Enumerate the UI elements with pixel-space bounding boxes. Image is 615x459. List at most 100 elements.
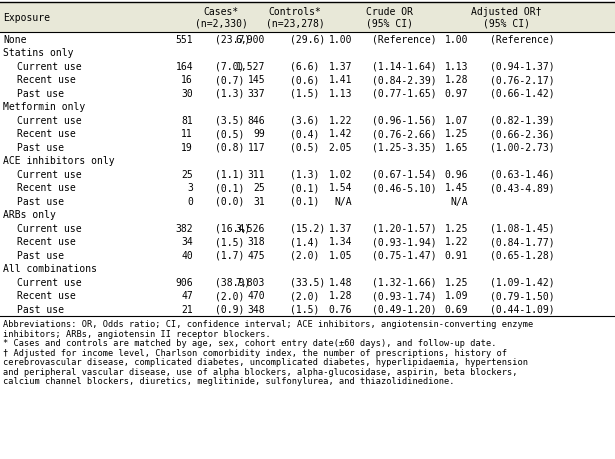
Text: (2.0): (2.0)	[215, 291, 244, 301]
Text: 1.54: 1.54	[328, 183, 352, 193]
Text: (38.9): (38.9)	[215, 277, 250, 287]
Text: Recent use: Recent use	[17, 75, 76, 85]
Text: (0.43-4.89): (0.43-4.89)	[490, 183, 555, 193]
Text: (1.5): (1.5)	[290, 304, 319, 314]
Text: (1.00-2.73): (1.00-2.73)	[490, 142, 555, 152]
Text: 2.05: 2.05	[328, 142, 352, 152]
Text: (0.82-1.39): (0.82-1.39)	[490, 116, 555, 125]
Text: (29.6): (29.6)	[290, 35, 325, 45]
Text: 475: 475	[247, 250, 265, 260]
Text: 1.42: 1.42	[328, 129, 352, 139]
Text: (0.4): (0.4)	[290, 129, 319, 139]
Text: Crude OR: Crude OR	[366, 7, 413, 17]
Bar	[0, 3, 615, 33]
Text: Past use: Past use	[17, 142, 64, 152]
Text: (0.44-1.09): (0.44-1.09)	[490, 304, 555, 314]
Text: Past use: Past use	[17, 89, 64, 99]
Text: 145: 145	[247, 75, 265, 85]
Text: 1.65: 1.65	[445, 142, 468, 152]
Text: (n=2,330): (n=2,330)	[195, 19, 248, 29]
Text: (1.5): (1.5)	[215, 237, 244, 247]
Text: Recent use: Recent use	[17, 291, 76, 301]
Text: 3: 3	[187, 183, 193, 193]
Text: (0.96-1.56): (0.96-1.56)	[372, 116, 437, 125]
Text: 117: 117	[247, 142, 265, 152]
Text: 1.48: 1.48	[328, 277, 352, 287]
Text: (0.79-1.50): (0.79-1.50)	[490, 291, 555, 301]
Text: ACE inhibitors only: ACE inhibitors only	[3, 156, 114, 166]
Text: (0.93-1.74): (0.93-1.74)	[372, 291, 437, 301]
Text: (0.84-1.77): (0.84-1.77)	[490, 237, 555, 247]
Text: (1.09-1.42): (1.09-1.42)	[490, 277, 555, 287]
Text: (1.25-3.35): (1.25-3.35)	[372, 142, 437, 152]
Text: (0.5): (0.5)	[215, 129, 244, 139]
Text: 0.91: 0.91	[445, 250, 468, 260]
Text: Recent use: Recent use	[17, 183, 76, 193]
Text: 31: 31	[253, 196, 265, 206]
Text: (16.4): (16.4)	[215, 223, 250, 233]
Text: 337: 337	[247, 89, 265, 99]
Text: 1.09: 1.09	[445, 291, 468, 301]
Text: (1.14-1.64): (1.14-1.64)	[372, 62, 437, 72]
Text: (0.46-5.10): (0.46-5.10)	[372, 183, 437, 193]
Text: (0.63-1.46): (0.63-1.46)	[490, 169, 555, 179]
Text: 551: 551	[175, 35, 193, 45]
Text: Abbreviations: OR, Odds ratio; CI, confidence interval; ACE inhibitors, angioten: Abbreviations: OR, Odds ratio; CI, confi…	[3, 320, 533, 329]
Text: 1,527: 1,527	[236, 62, 265, 72]
Text: * Cases and controls are matched by age, sex, cohort entry date(±60 days), and f: * Cases and controls are matched by age,…	[3, 339, 496, 348]
Text: None: None	[3, 35, 26, 45]
Text: inhibitors; ARBs, angiotensin II receptor blockers.: inhibitors; ARBs, angiotensin II recepto…	[3, 329, 271, 338]
Text: Metformin only: Metformin only	[3, 102, 85, 112]
Text: 1.28: 1.28	[328, 291, 352, 301]
Text: † Adjusted for income level, Charlson comorbidity index, the number of prescript: † Adjusted for income level, Charlson co…	[3, 348, 507, 357]
Text: (0.0): (0.0)	[215, 196, 244, 206]
Text: 0.97: 0.97	[445, 89, 468, 99]
Text: (0.66-2.36): (0.66-2.36)	[490, 129, 555, 139]
Text: 1.45: 1.45	[445, 183, 468, 193]
Text: (23.7): (23.7)	[215, 35, 250, 45]
Text: 0.76: 0.76	[328, 304, 352, 314]
Text: Exposure: Exposure	[3, 13, 50, 23]
Text: 906: 906	[175, 277, 193, 287]
Text: calcium channel blockers, diuretics, meglitinide, sulfonylurea, and thiazolidine: calcium channel blockers, diuretics, meg…	[3, 377, 454, 386]
Text: Cases*: Cases*	[204, 7, 239, 17]
Text: Adjusted OR†: Adjusted OR†	[471, 7, 542, 17]
Text: 0.96: 0.96	[445, 169, 468, 179]
Text: 318: 318	[247, 237, 265, 247]
Text: 1.22: 1.22	[328, 116, 352, 125]
Text: Current use: Current use	[17, 277, 82, 287]
Text: (n=23,278): (n=23,278)	[266, 19, 324, 29]
Text: (1.3): (1.3)	[215, 89, 244, 99]
Text: (0.6): (0.6)	[290, 75, 319, 85]
Text: 1.00: 1.00	[328, 35, 352, 45]
Text: (0.1): (0.1)	[290, 183, 319, 193]
Text: (7.0): (7.0)	[215, 62, 244, 72]
Text: 25: 25	[253, 183, 265, 193]
Text: (0.94-1.37): (0.94-1.37)	[490, 62, 555, 72]
Text: (1.5): (1.5)	[290, 89, 319, 99]
Text: (1.32-1.66): (1.32-1.66)	[372, 277, 437, 287]
Text: (1.08-1.45): (1.08-1.45)	[490, 223, 555, 233]
Text: (0.93-1.94): (0.93-1.94)	[372, 237, 437, 247]
Text: 40: 40	[181, 250, 193, 260]
Text: 21: 21	[181, 304, 193, 314]
Text: and peripheral vascular disease, use of alpha blockers, alpha-glucosidase, aspir: and peripheral vascular disease, use of …	[3, 367, 517, 376]
Text: 1.37: 1.37	[328, 223, 352, 233]
Text: (0.5): (0.5)	[290, 142, 319, 152]
Text: (0.76-2.17): (0.76-2.17)	[490, 75, 555, 85]
Text: (0.67-1.54): (0.67-1.54)	[372, 169, 437, 179]
Text: 1.28: 1.28	[445, 75, 468, 85]
Text: All combinations: All combinations	[3, 263, 97, 274]
Text: 1.13: 1.13	[328, 89, 352, 99]
Text: Current use: Current use	[17, 223, 82, 233]
Text: (1.4): (1.4)	[290, 237, 319, 247]
Text: 1.25: 1.25	[445, 129, 468, 139]
Text: (0.75-1.47): (0.75-1.47)	[372, 250, 437, 260]
Text: cerebrovascular disease, complicated diabetes, uncomplicated diabetes, hyperlipi: cerebrovascular disease, complicated dia…	[3, 358, 528, 367]
Text: Recent use: Recent use	[17, 129, 76, 139]
Text: (0.9): (0.9)	[215, 304, 244, 314]
Text: 99: 99	[253, 129, 265, 139]
Text: 47: 47	[181, 291, 193, 301]
Text: 1.07: 1.07	[445, 116, 468, 125]
Text: 30: 30	[181, 89, 193, 99]
